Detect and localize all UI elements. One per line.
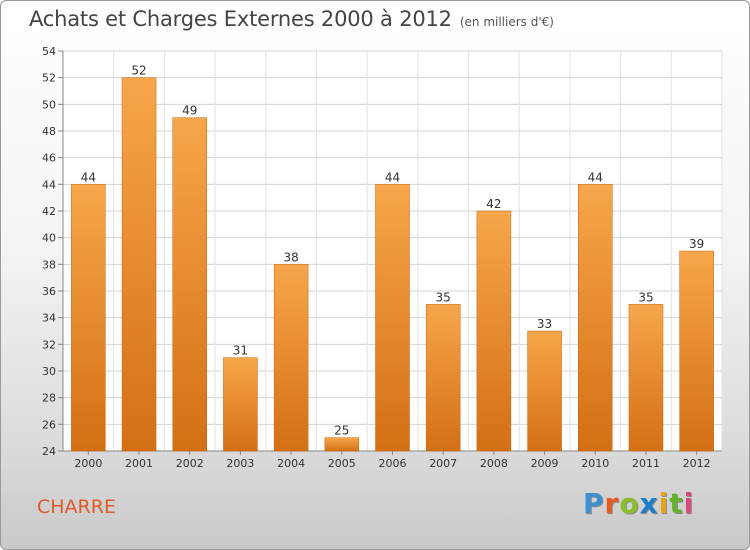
x-tick-label: 2004	[277, 457, 305, 470]
bar	[121, 77, 157, 452]
y-tick-label: 42	[42, 205, 56, 218]
x-tick-label: 2009	[531, 457, 559, 470]
bar-value-label: 38	[283, 250, 298, 264]
bar-value-label: 44	[588, 170, 603, 184]
bar-value-label: 35	[638, 290, 653, 304]
y-tick-label: 46	[42, 152, 56, 165]
logo-letter: P	[583, 487, 605, 520]
x-tick-label: 2011	[632, 457, 660, 470]
bar-value-label: 52	[131, 64, 146, 78]
y-tick-label: 30	[42, 365, 56, 378]
y-tick-label: 50	[42, 98, 56, 111]
chart-title-text: Achats et Charges Externes 2000 à 2012	[29, 7, 452, 31]
logo-letter: o	[619, 487, 640, 520]
y-tick-label: 36	[42, 285, 56, 298]
bar	[375, 184, 410, 452]
bar	[71, 184, 106, 452]
chart-subtitle: (en milliers d'€)	[459, 15, 554, 29]
bar	[223, 357, 258, 452]
bar	[172, 117, 207, 452]
y-tick-label: 26	[42, 418, 56, 431]
bar	[527, 330, 562, 452]
bar-value-label: 42	[486, 197, 501, 211]
bar	[628, 304, 664, 452]
x-tick-label: 2008	[480, 457, 508, 470]
commune-name: CHARRE	[37, 496, 116, 518]
y-tick-label: 28	[42, 392, 56, 405]
y-tick-label: 24	[42, 445, 56, 458]
logo-letter: t	[669, 487, 684, 520]
bar	[425, 304, 461, 452]
x-tick-label: 2000	[74, 457, 102, 470]
x-tick-label: 2005	[328, 457, 356, 470]
bar-value-label: 39	[689, 237, 704, 251]
bar	[578, 184, 613, 452]
bar-value-label: 44	[385, 170, 400, 184]
bar	[324, 437, 360, 452]
bar	[679, 250, 714, 452]
logo-letter: x	[639, 487, 659, 520]
x-tick-label: 2003	[226, 457, 254, 470]
x-tick-label: 2012	[683, 457, 711, 470]
bar-value-label: 49	[182, 104, 197, 118]
y-tick-label: 54	[42, 45, 56, 58]
x-tick-label: 2010	[581, 457, 609, 470]
bar-value-label: 25	[334, 424, 349, 438]
bar-value-label: 31	[233, 344, 248, 358]
bar-value-label: 35	[436, 290, 451, 304]
x-tick-label: 2002	[176, 457, 204, 470]
chart-title: Achats et Charges Externes 2000 à 2012 (e…	[29, 7, 554, 31]
bars	[71, 77, 714, 452]
logo-letter: i	[658, 487, 670, 520]
x-tick-label: 2006	[379, 457, 407, 470]
logo-letter: r	[604, 487, 620, 520]
bar	[273, 264, 309, 452]
y-tick-label: 44	[42, 178, 56, 191]
y-tick-label: 34	[42, 312, 56, 325]
x-tick-label: 2001	[125, 457, 153, 470]
bar	[476, 210, 512, 452]
x-tick-label: 2007	[429, 457, 457, 470]
logo-letter: i	[683, 487, 695, 520]
bar-value-label: 33	[537, 317, 552, 331]
y-tick-label: 40	[42, 232, 56, 245]
proxiti-logo[interactable]: Proxiti	[583, 487, 694, 520]
bar-value-label: 44	[81, 170, 96, 184]
y-tick-label: 32	[42, 338, 56, 351]
y-tick-label: 52	[42, 72, 56, 85]
y-tick-label: 48	[42, 125, 56, 138]
labels: 24 26 28 30 32 34 36 38 40 42 44 46 48 50 52 54 44 2000 52…	[42, 45, 711, 470]
y-tick-label: 38	[42, 258, 56, 271]
